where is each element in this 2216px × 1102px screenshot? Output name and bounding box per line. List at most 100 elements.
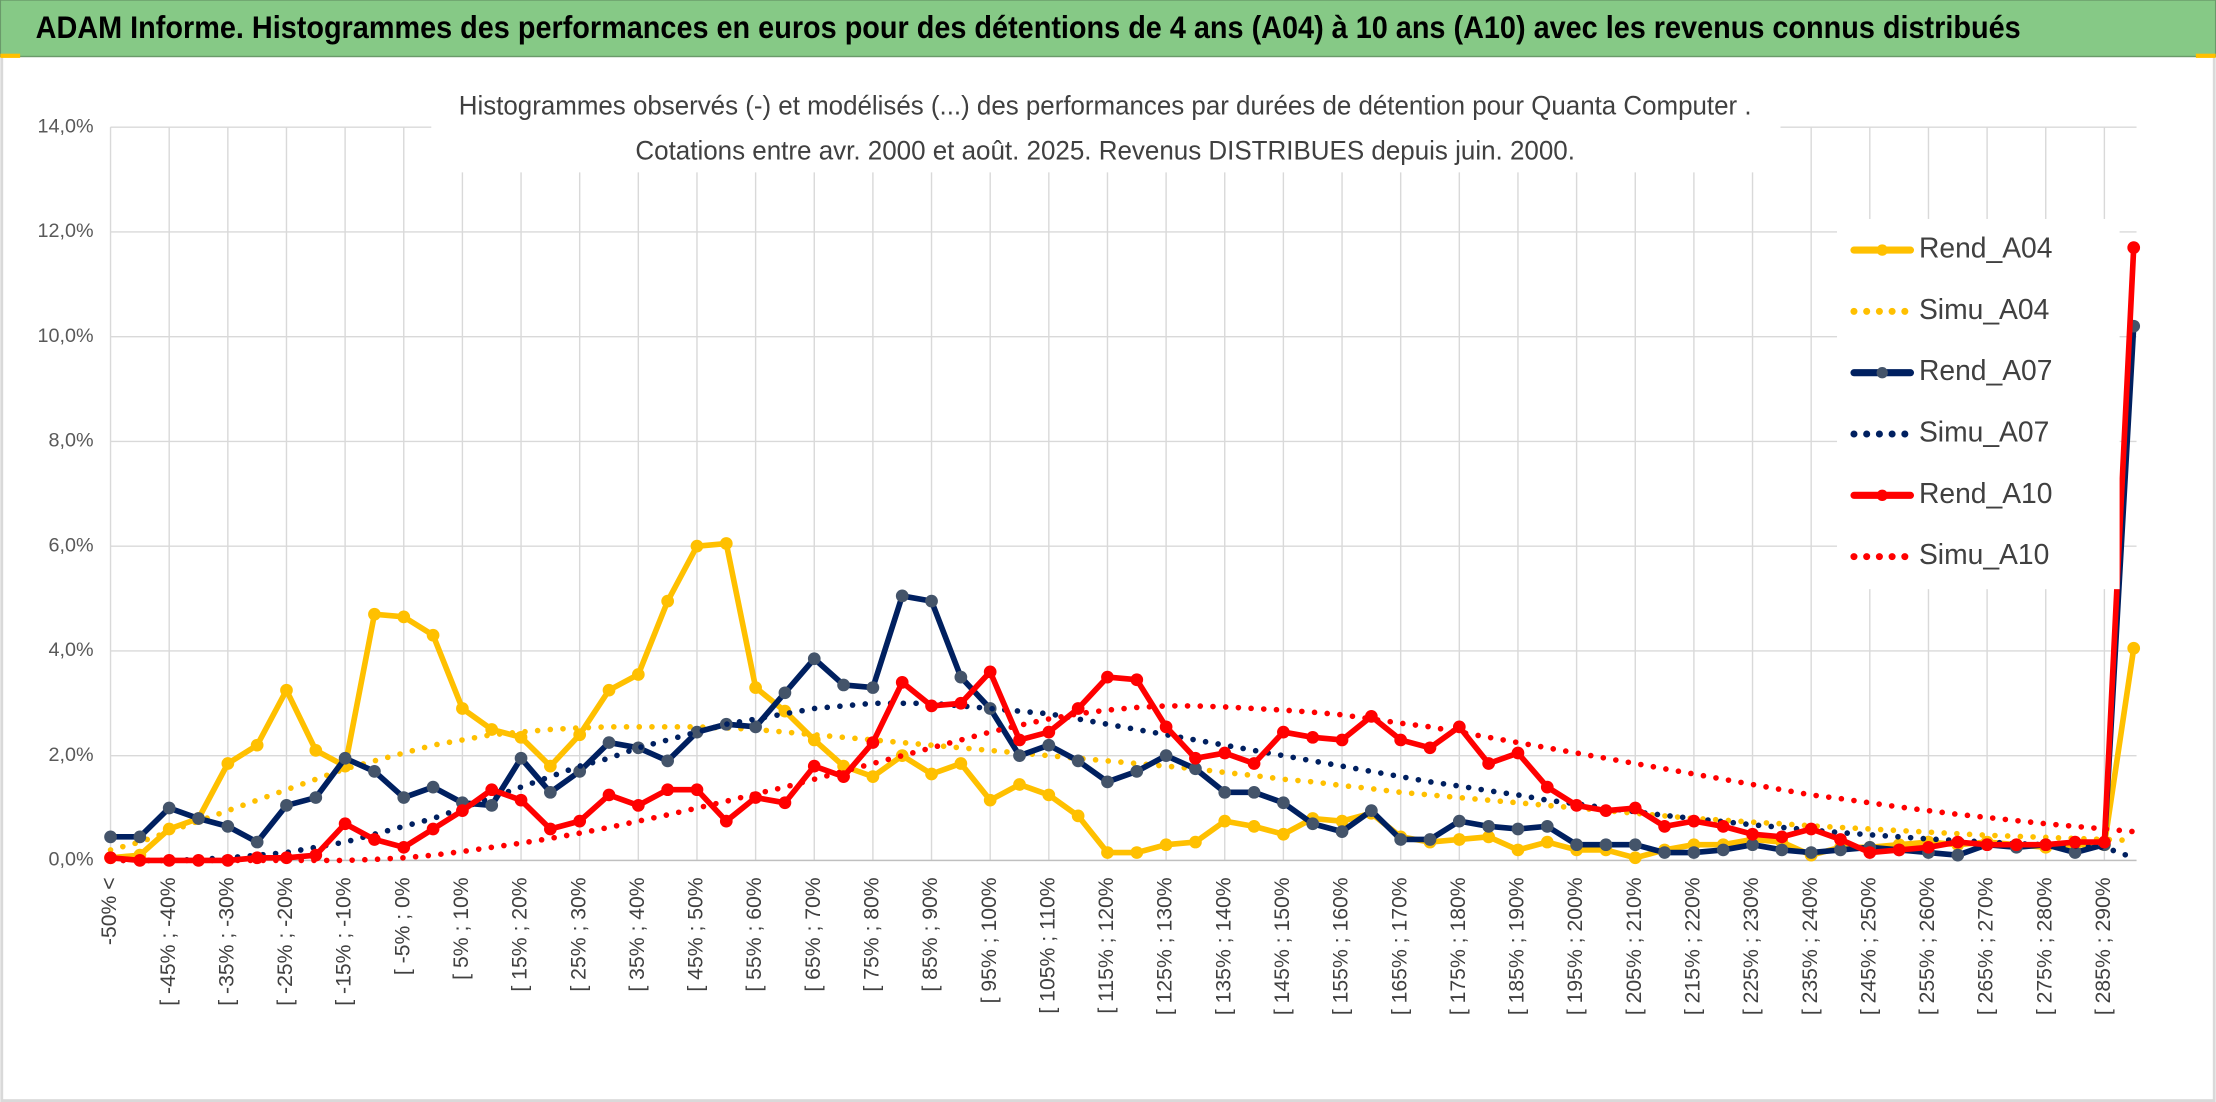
point [925, 767, 938, 781]
x-tick-label: [ 125% ; 130% [1154, 877, 1177, 1015]
point [1687, 814, 1701, 828]
point [2068, 835, 2082, 849]
point [925, 699, 938, 713]
model-line [107, 703, 2137, 864]
x-tick-label: [ 205% ; 210% [1623, 877, 1646, 1015]
point [690, 783, 704, 797]
point [1365, 804, 1378, 818]
point [573, 728, 587, 742]
point [485, 723, 499, 736]
point [1218, 746, 1232, 760]
point [1834, 833, 1847, 846]
point [1951, 848, 1965, 862]
x-tick-label: [ 165% ; 170% [1388, 877, 1411, 1015]
point [1013, 733, 1026, 747]
point [544, 785, 557, 799]
x-tick-label: [ 45% ; 50% [685, 877, 708, 991]
point [1394, 833, 1408, 846]
legend-label: Rend_A10 [1919, 477, 2053, 509]
x-tick-label: [ 105% ; 110% [1036, 877, 1059, 1013]
point [1599, 838, 1613, 852]
point [778, 686, 792, 700]
point [954, 696, 968, 710]
x-tick-label: [ 25% ; 30% [567, 877, 590, 991]
x-tick-label: [ 185% ; 190% [1506, 877, 1529, 1015]
point [1159, 720, 1173, 734]
point [631, 799, 645, 812]
y-tick-label: 4,0% [49, 639, 94, 661]
point [1189, 762, 1202, 776]
point [807, 759, 821, 773]
point [485, 799, 499, 812]
point [719, 814, 733, 828]
point [1189, 835, 1202, 849]
corner-accent [0, 53, 21, 58]
legend: Rend_A04 Simu_A04 Rend_A07 Simu_A07 Rend_A10… [1837, 218, 2120, 590]
point [1452, 814, 1466, 828]
point [925, 594, 938, 608]
x-tick-label: -50% < [98, 877, 121, 945]
point [895, 675, 909, 689]
point [309, 744, 323, 757]
point [485, 783, 499, 797]
point [1189, 751, 1202, 765]
point [338, 751, 352, 765]
point [1277, 827, 1290, 841]
point [456, 702, 469, 715]
x-tick-label: [ -35% ; -30% [215, 877, 238, 1006]
point [1218, 814, 1232, 828]
y-tick-label: 12,0% [38, 220, 94, 242]
y-tick-label: 0,0% [49, 849, 94, 871]
header-title: ADAM Informe. Histogrammes des performan… [36, 10, 2021, 45]
point [1101, 775, 1114, 789]
x-tick-label: [ -45% ; -40% [157, 877, 180, 1006]
point [1101, 846, 1114, 859]
point [1570, 799, 1583, 812]
legend-marker [1876, 244, 1888, 256]
x-tick-label: [ 225% ; 230% [1740, 877, 1763, 1015]
point [104, 830, 117, 844]
point [1423, 741, 1437, 755]
x-tick-label: [ 5% ; 10% [450, 877, 473, 980]
point [1130, 846, 1144, 859]
point [2039, 838, 2053, 852]
point [719, 537, 733, 550]
point [309, 791, 323, 804]
x-tick-label: [ 85% ; 90% [919, 877, 942, 991]
point [749, 681, 762, 694]
point [837, 678, 850, 692]
point [133, 830, 147, 844]
point [1306, 817, 1320, 831]
point [426, 822, 440, 836]
point [1423, 833, 1437, 846]
point [631, 668, 645, 681]
x-tick-label: [ -25% ; -20% [274, 877, 297, 1006]
point [338, 817, 352, 831]
point [866, 681, 880, 694]
point [1746, 838, 1759, 852]
x-tick-label: [ -5% ; 0% [391, 877, 414, 975]
point [866, 770, 880, 783]
point [2127, 241, 2141, 254]
x-tick-label: [ 195% ; 200% [1564, 877, 1587, 1015]
x-tick-label: [ 35% ; 40% [626, 877, 649, 991]
point [2010, 838, 2023, 852]
point [1922, 840, 1935, 854]
point [1130, 765, 1144, 778]
point [397, 610, 411, 624]
legend-label: Simu_A10 [1919, 538, 2049, 570]
point [983, 793, 997, 807]
point [1277, 796, 1290, 810]
x-tick-label: [ 55% ; 60% [743, 877, 766, 991]
point [426, 780, 440, 794]
point [2127, 641, 2141, 655]
x-tick-label: [ 175% ; 180% [1447, 877, 1470, 1015]
point [1511, 843, 1525, 857]
legend-label: Simu_A04 [1919, 293, 2049, 325]
point [1306, 730, 1320, 744]
x-tick-label: [ 155% ; 160% [1330, 877, 1353, 1015]
point [1452, 833, 1466, 846]
header-band [0, 0, 2216, 58]
point [1716, 820, 1730, 833]
point [250, 738, 264, 752]
